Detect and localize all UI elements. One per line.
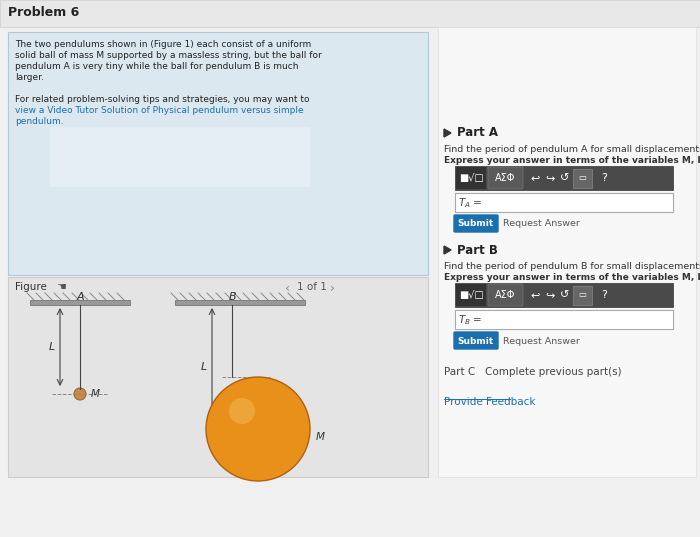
Text: ↺: ↺ xyxy=(560,290,569,300)
Text: ↩: ↩ xyxy=(530,290,540,300)
Text: ↩: ↩ xyxy=(530,173,540,183)
FancyBboxPatch shape xyxy=(50,127,310,187)
Text: Part B: Part B xyxy=(457,243,498,257)
Text: M: M xyxy=(91,389,100,399)
Text: ?: ? xyxy=(601,173,607,183)
FancyBboxPatch shape xyxy=(454,332,498,349)
Text: M: M xyxy=(316,432,325,442)
Text: ΑΣΦ: ΑΣΦ xyxy=(495,290,515,300)
Text: ■√□: ■√□ xyxy=(458,290,484,300)
Text: ΑΣΦ: ΑΣΦ xyxy=(495,173,515,183)
FancyBboxPatch shape xyxy=(456,284,486,306)
Text: solid ball of mass M supported by a massless string, but the ball for: solid ball of mass M supported by a mass… xyxy=(15,51,322,60)
Text: A: A xyxy=(77,292,85,302)
Text: Figure: Figure xyxy=(15,282,47,292)
Circle shape xyxy=(229,398,255,424)
Text: The two pendulums shown in (Figure 1) each consist of a uniform: The two pendulums shown in (Figure 1) ea… xyxy=(15,40,312,49)
Polygon shape xyxy=(444,129,451,137)
FancyBboxPatch shape xyxy=(454,215,498,232)
Text: ↪: ↪ xyxy=(545,290,554,300)
Text: pendulum A is very tiny while the ball for pendulum B is much: pendulum A is very tiny while the ball f… xyxy=(15,62,298,71)
Text: Express your answer in terms of the variables M, L, and appropriate constants.: Express your answer in terms of the vari… xyxy=(444,273,700,282)
Text: L: L xyxy=(201,362,207,372)
FancyBboxPatch shape xyxy=(438,27,696,477)
Text: Submit: Submit xyxy=(458,337,494,345)
Circle shape xyxy=(206,377,310,481)
Text: ↪: ↪ xyxy=(545,173,554,183)
Text: ‹: ‹ xyxy=(285,282,290,295)
Text: $T_A$ =: $T_A$ = xyxy=(458,196,482,210)
FancyBboxPatch shape xyxy=(488,284,523,306)
Text: Find the period of pendulum B for small displacements.: Find the period of pendulum B for small … xyxy=(444,262,700,271)
FancyBboxPatch shape xyxy=(8,277,428,477)
FancyBboxPatch shape xyxy=(455,310,673,329)
Text: Request Answer: Request Answer xyxy=(503,220,580,229)
FancyBboxPatch shape xyxy=(488,167,523,189)
Bar xyxy=(30,300,130,305)
Text: Submit: Submit xyxy=(458,220,494,229)
Text: Part A: Part A xyxy=(457,127,498,140)
Text: $T_B$ =: $T_B$ = xyxy=(458,313,482,327)
Text: ?: ? xyxy=(601,290,607,300)
Text: ▭: ▭ xyxy=(578,291,586,300)
Text: Provide Feedback: Provide Feedback xyxy=(444,397,536,407)
FancyBboxPatch shape xyxy=(455,283,673,307)
FancyBboxPatch shape xyxy=(455,166,673,190)
Text: pendulum.: pendulum. xyxy=(15,117,64,126)
Text: Problem 6: Problem 6 xyxy=(8,6,79,19)
Text: ↺: ↺ xyxy=(560,173,569,183)
Text: larger.: larger. xyxy=(15,73,44,82)
Text: L: L xyxy=(49,342,55,352)
FancyBboxPatch shape xyxy=(455,193,673,212)
Text: B: B xyxy=(229,292,237,302)
Text: 1 of 1: 1 of 1 xyxy=(297,282,327,292)
Text: ▭: ▭ xyxy=(578,173,586,183)
Text: Find the period of pendulum A for small displacements.: Find the period of pendulum A for small … xyxy=(444,145,700,154)
Polygon shape xyxy=(444,246,451,254)
Bar xyxy=(175,300,305,305)
FancyBboxPatch shape xyxy=(0,0,700,27)
Circle shape xyxy=(74,388,86,400)
Text: L/2: L/2 xyxy=(250,398,265,408)
FancyBboxPatch shape xyxy=(8,32,428,275)
Text: Part C   Complete previous part(s): Part C Complete previous part(s) xyxy=(444,367,622,377)
Text: Express your answer in terms of the variables M, L, and appropriate constants.: Express your answer in terms of the vari… xyxy=(444,156,700,165)
Text: view a Video Tutor Solution of Physical pendulum versus simple: view a Video Tutor Solution of Physical … xyxy=(15,106,304,115)
Text: For related problem-solving tips and strategies, you may want to: For related problem-solving tips and str… xyxy=(15,95,309,104)
FancyBboxPatch shape xyxy=(456,167,486,189)
Text: ☚: ☚ xyxy=(56,282,66,292)
Text: ■√□: ■√□ xyxy=(458,173,484,183)
Text: ›: › xyxy=(330,282,335,295)
FancyBboxPatch shape xyxy=(573,169,591,187)
Text: Request Answer: Request Answer xyxy=(503,337,580,345)
FancyBboxPatch shape xyxy=(573,286,591,304)
